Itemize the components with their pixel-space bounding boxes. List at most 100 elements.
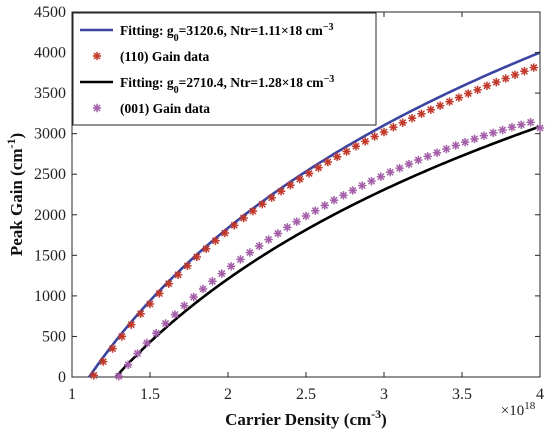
data-point	[301, 211, 311, 221]
data-point	[426, 105, 435, 114]
data-point	[258, 200, 267, 209]
data-point	[208, 277, 217, 286]
data-point	[520, 67, 529, 76]
data-point	[339, 191, 348, 200]
y-tick-label: 4500	[34, 4, 66, 21]
y-tick-label: 2000	[34, 207, 66, 224]
data-point	[99, 357, 108, 366]
data-point	[136, 309, 145, 318]
data-point	[535, 123, 545, 133]
data-point	[404, 159, 414, 169]
data-point	[255, 241, 264, 251]
data-point	[510, 70, 520, 80]
data-point	[529, 63, 538, 72]
data-point	[323, 157, 333, 167]
data-point	[295, 174, 304, 184]
data-point	[142, 338, 152, 348]
data-point	[395, 163, 404, 173]
data-point	[267, 193, 276, 202]
data-point	[479, 131, 489, 140]
data-point	[239, 213, 248, 223]
x-tick-label: 2.5	[296, 386, 316, 403]
data-point	[314, 163, 323, 172]
data-point	[398, 118, 407, 127]
data-point	[283, 223, 292, 232]
data-point	[173, 270, 183, 279]
data-point	[386, 167, 395, 177]
axes: 1 1.5 2 2.5 3 3.5 4 0 500 1000 1500 2000 2500 3000 350…	[34, 4, 544, 403]
data-point	[226, 262, 236, 271]
data-point	[414, 155, 423, 165]
data-point	[492, 77, 501, 87]
data-point	[329, 195, 339, 205]
data-point	[489, 128, 498, 138]
data-point	[407, 114, 417, 123]
y-tick-label: 2500	[34, 166, 66, 183]
data-point	[445, 97, 454, 106]
data-point	[170, 310, 180, 319]
data-point	[286, 180, 295, 190]
data-point	[236, 255, 245, 264]
data-point	[460, 137, 470, 147]
y-tick-label: 1500	[34, 247, 66, 264]
data-point	[92, 103, 102, 113]
x-axis-exponent: ×1018	[501, 400, 536, 419]
fit-curve-fit001	[114, 125, 541, 378]
data-point	[423, 152, 432, 161]
y-axis-label: Peak Gain (cm-1)	[4, 133, 26, 256]
data-point	[417, 109, 426, 118]
data-point	[211, 236, 220, 245]
markers-data001	[114, 118, 545, 381]
data-point	[351, 142, 361, 151]
data-point	[342, 147, 351, 156]
data-point	[189, 292, 198, 302]
legend-entry-data110: (110) Gain data	[92, 49, 210, 64]
data-point	[517, 120, 526, 129]
data-point	[161, 319, 170, 328]
legend-entry-data001: (001) Gain data	[92, 101, 210, 116]
data-point	[276, 187, 286, 196]
data-point	[482, 81, 492, 91]
legend-label: (110) Gain data	[120, 49, 210, 64]
legend-label: (001) Gain data	[120, 101, 210, 116]
data-point	[273, 229, 283, 238]
data-point	[370, 132, 379, 141]
y-tick-label: 0	[58, 369, 66, 386]
data-point	[198, 284, 208, 294]
data-point	[470, 134, 479, 144]
data-point	[117, 332, 127, 341]
x-tick-label: 2	[224, 386, 232, 403]
data-point	[183, 261, 192, 271]
data-point	[367, 176, 376, 186]
data-point	[333, 152, 342, 161]
data-point	[108, 344, 117, 353]
data-point	[123, 360, 133, 370]
legend-box	[72, 12, 377, 126]
data-point	[376, 172, 386, 181]
data-point	[498, 125, 507, 135]
y-tick-label: 500	[42, 328, 66, 345]
data-point	[432, 148, 442, 157]
data-point	[389, 122, 398, 132]
markers-data110	[89, 63, 538, 380]
x-axis-label: Carrier Density (cm-3)	[225, 407, 387, 429]
data-point	[192, 252, 201, 262]
x-tick-label: 3	[380, 386, 388, 403]
data-point	[248, 206, 258, 216]
data-point	[292, 217, 301, 226]
data-point	[230, 221, 239, 230]
data-point	[379, 127, 389, 137]
data-point	[320, 201, 329, 210]
data-point	[451, 141, 460, 150]
y-tick-label: 4000	[34, 45, 66, 62]
data-point	[526, 118, 535, 127]
data-point	[361, 137, 370, 146]
legend-entry-fit001: Fitting: g0=2710.4, Ntr=1.28×18 cm−3	[80, 74, 334, 96]
fit-curve-fit110	[88, 51, 541, 378]
data-point	[217, 269, 226, 278]
data-point	[89, 371, 99, 380]
data-point	[133, 349, 142, 358]
x-tick-label: 4	[536, 386, 544, 403]
data-point	[473, 85, 482, 95]
